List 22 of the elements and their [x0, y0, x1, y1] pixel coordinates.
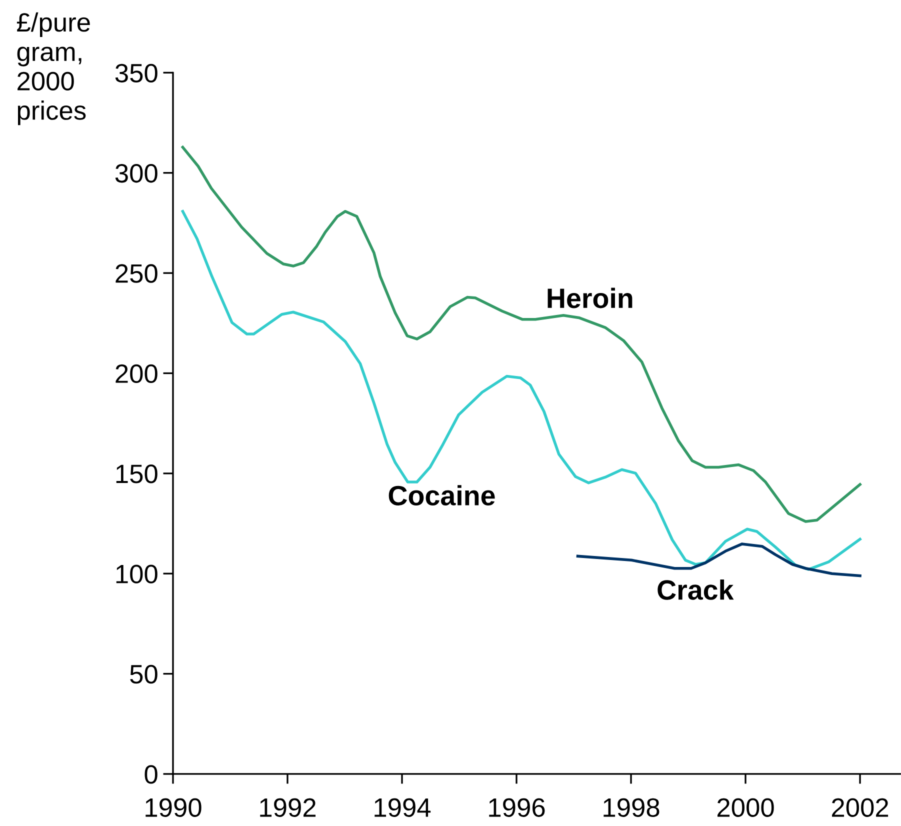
line-series — [181, 210, 862, 571]
x-tick-label: 1990 — [146, 798, 202, 817]
y-tick-label: 250 — [116, 264, 158, 283]
y-tick-label: 350 — [115, 64, 158, 83]
x-tick-label: 2000 — [717, 798, 774, 817]
series-label: Heroin — [548, 288, 632, 308]
y-tick-label: 300 — [115, 164, 158, 183]
y-tick-label: 50 — [130, 664, 158, 684]
series-label: Cocaine — [388, 485, 495, 506]
x-tick-label: 1992 — [260, 798, 316, 817]
x-tick-label: 2002 — [832, 798, 888, 817]
y-tick-label: 200 — [116, 364, 158, 384]
line-series — [576, 542, 862, 578]
line-series — [181, 146, 862, 523]
x-tick-label: 1994 — [374, 798, 431, 817]
y-tick-label: 100 — [116, 564, 158, 584]
x-tick-label: 1996 — [489, 798, 545, 817]
y-tick-label: 0 — [144, 765, 158, 784]
series-label: Crack — [658, 579, 734, 600]
y-tick-label: 150 — [116, 464, 158, 484]
x-tick-label: 1998 — [604, 798, 660, 817]
y-axis-title: £/pure gram, 2000 prices — [16, 12, 90, 126]
